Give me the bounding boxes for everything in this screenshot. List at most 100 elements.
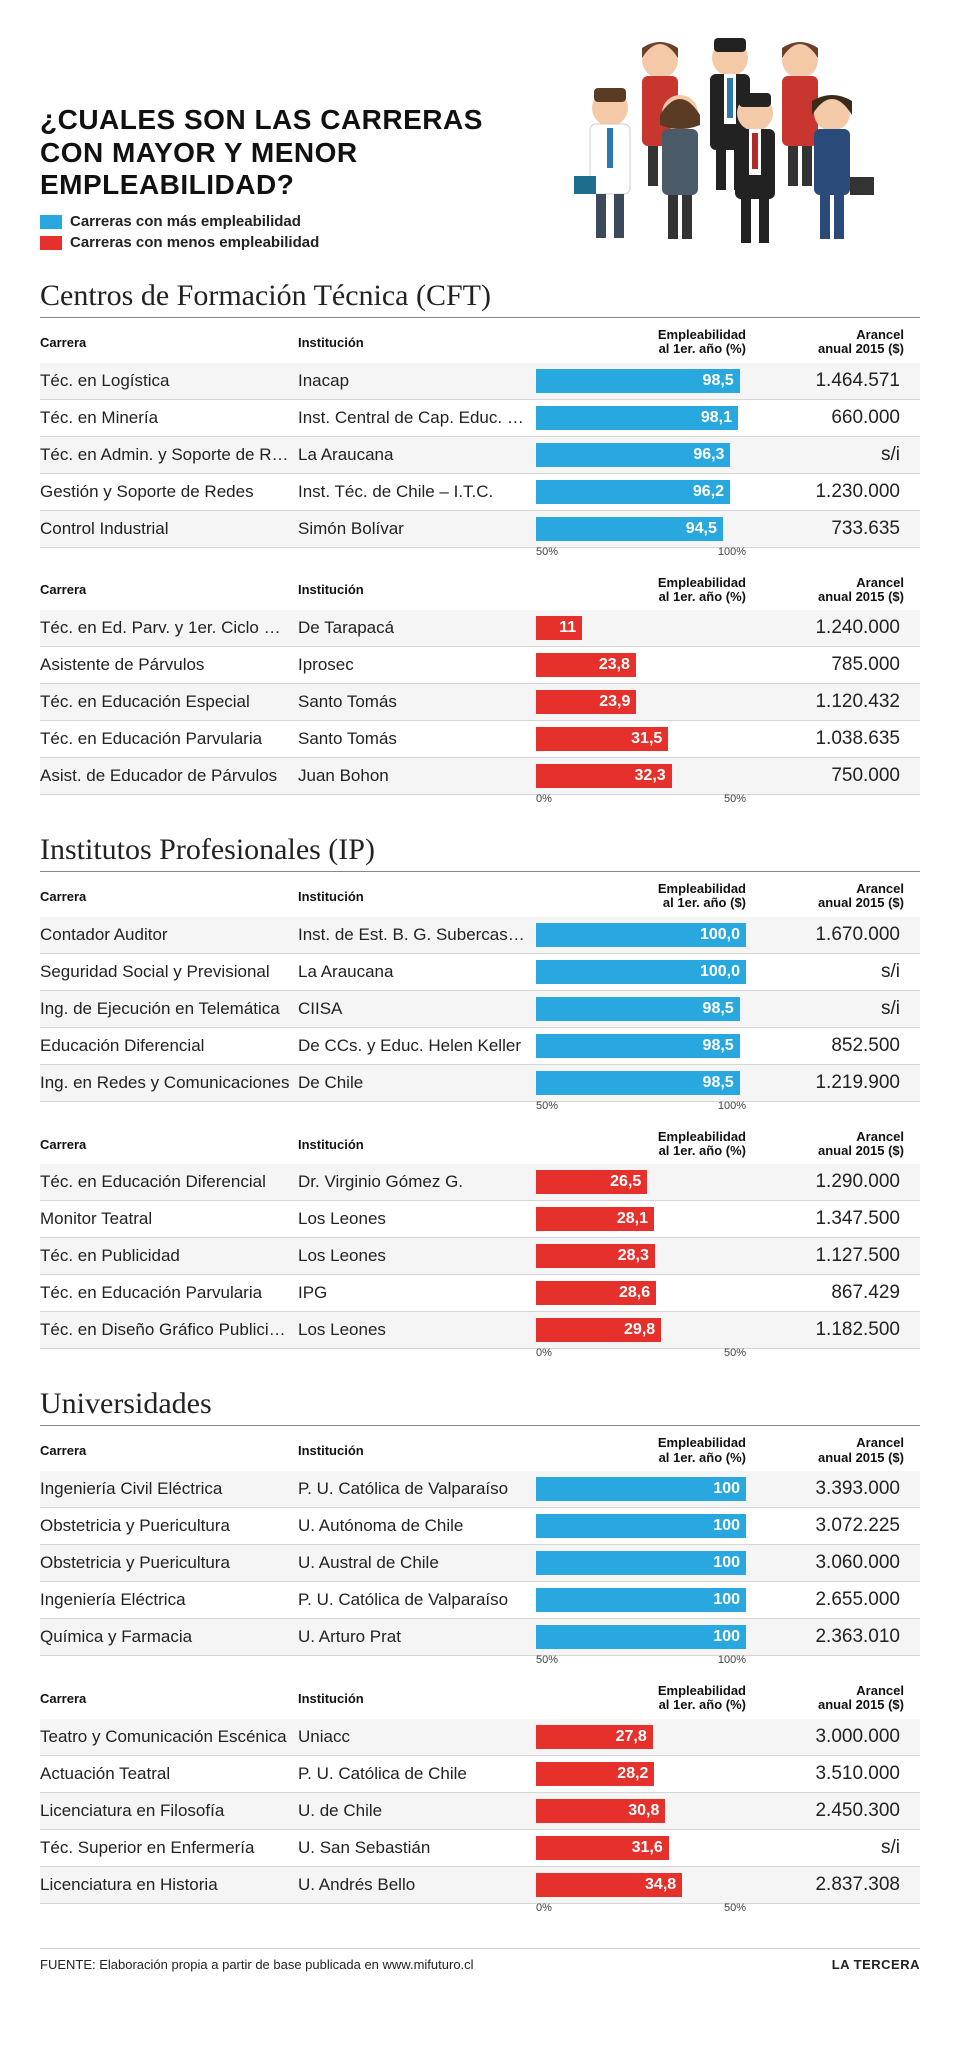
emp-bar: 98,1	[536, 406, 738, 430]
cell-arancel: 1.347.500	[754, 1208, 904, 1230]
axis: 0%50%	[536, 793, 746, 809]
axis-row: 50%100%	[40, 1102, 920, 1116]
table-body: Téc. en Ed. Parv. y 1er. Ciclo BásicoDe …	[40, 610, 920, 795]
section: UniversidadesCarreraInstituciónEmpleabil…	[40, 1387, 920, 1917]
cell-arancel: 1.230.000	[754, 481, 904, 503]
table-row: Téc. en Admin. y Soporte de RedesLa Arau…	[40, 437, 920, 474]
axis-tick: 0%	[536, 793, 552, 805]
cell-institucion: Santo Tomás	[298, 729, 528, 749]
cell-arancel: 1.038.635	[754, 728, 904, 750]
emp-bar: 31,6	[536, 1836, 669, 1860]
th-arancel: Arancelanual 2015 ($)	[754, 1684, 904, 1713]
cell-carrera: Ingeniería Eléctrica	[40, 1590, 290, 1610]
emp-bar: 100,0	[536, 960, 746, 984]
table-row: Contador Auditor Inst. de Est. B. G. Sube…	[40, 917, 920, 954]
section: Institutos Profesionales (IP)CarreraInst…	[40, 833, 920, 1363]
th-arancel: Arancelanual 2015 ($)	[754, 576, 904, 605]
emp-bar: 98,5	[536, 997, 740, 1021]
cell-carrera: Ing. de Ejecución en Telemática	[40, 999, 290, 1019]
cell-arancel: 3.000.000	[754, 1726, 904, 1748]
axis: 50%100%	[536, 1100, 746, 1116]
table-row: Monitor TeatralLos Leones28,11.347.500	[40, 1201, 920, 1238]
cell-institucion: Uniacc	[298, 1727, 528, 1747]
table-row: Téc. en Educación ParvulariaIPG28,6867.4…	[40, 1275, 920, 1312]
cell-bar: 23,9	[536, 690, 746, 714]
cell-bar: 98,5	[536, 1034, 746, 1058]
cell-bar: 28,6	[536, 1281, 746, 1305]
cell-institucion: CIISA	[298, 999, 528, 1019]
cell-arancel: 1.240.000	[754, 617, 904, 639]
cell-carrera: Gestión y Soporte de Redes	[40, 482, 290, 502]
cell-carrera: Teatro y Comunicación Escénica	[40, 1727, 290, 1747]
axis-tick: 50%	[536, 546, 558, 558]
cell-arancel: 852.500	[754, 1035, 904, 1057]
cell-arancel: 785.000	[754, 654, 904, 676]
table-head: CarreraInstituciónEmpleabilidadal 1er. a…	[40, 1680, 920, 1719]
title-line-2: CON MAYOR Y MENOR EMPLEABILIDAD?	[40, 137, 560, 201]
cell-carrera: Téc. en Logística	[40, 371, 290, 391]
table-row: Téc. Superior en EnfermeríaU. San Sebast…	[40, 1830, 920, 1867]
table-head: CarreraInstituciónEmpleabilidadal 1er. a…	[40, 878, 920, 917]
axis-tick: 50%	[724, 1347, 746, 1359]
cell-carrera: Actuación Teatral	[40, 1764, 290, 1784]
title-line-1: ¿CUALES SON LAS CARRERAS	[40, 104, 560, 136]
th-institucion: Institución	[298, 1691, 528, 1706]
table-head: CarreraInstituciónEmpleabilidadal 1er. a…	[40, 572, 920, 611]
emp-bar: 23,9	[536, 690, 636, 714]
cell-institucion: Los Leones	[298, 1246, 528, 1266]
th-institucion: Institución	[298, 1443, 528, 1458]
cell-bar: 100,0	[536, 923, 746, 947]
table-row: Licenciatura en HistoriaU. Andrés Bello3…	[40, 1867, 920, 1904]
cell-institucion: IPG	[298, 1283, 528, 1303]
axis-tick: 0%	[536, 1902, 552, 1914]
cell-institucion: Inacap	[298, 371, 528, 391]
table-row: Teatro y Comunicación EscénicaUniacc27,8…	[40, 1719, 920, 1756]
th-carrera: Carrera	[40, 582, 290, 597]
table-row: Téc. en MineríaInst. Central de Cap. Edu…	[40, 400, 920, 437]
th-arancel: Arancelanual 2015 ($)	[754, 1130, 904, 1159]
cell-institucion: P. U. Católica de Valparaíso	[298, 1590, 528, 1610]
cell-arancel: 1.670.000	[754, 924, 904, 946]
cell-bar: 34,8	[536, 1873, 746, 1897]
th-carrera: Carrera	[40, 1137, 290, 1152]
table-row: Educación DiferencialDe CCs. y Educ. Hel…	[40, 1028, 920, 1065]
cell-arancel: 1.127.500	[754, 1245, 904, 1267]
table-head: CarreraInstituciónEmpleabilidadal 1er. a…	[40, 1432, 920, 1471]
table-head: CarreraInstituciónEmpleabilidadal 1er. a…	[40, 1126, 920, 1165]
th-carrera: Carrera	[40, 1443, 290, 1458]
cell-carrera: Téc. en Diseño Gráfico Publicitario	[40, 1320, 290, 1340]
emp-bar: 26,5	[536, 1170, 647, 1194]
cell-bar: 94,5	[536, 517, 746, 541]
cell-institucion: Inst. Téc. de Chile – I.T.C.	[298, 482, 528, 502]
emp-bar: 28,2	[536, 1762, 654, 1786]
cell-arancel: 3.393.000	[754, 1478, 904, 1500]
cell-bar: 98,5	[536, 1071, 746, 1095]
cell-institucion: Inst. de Est. B. G. Subercaseaux	[298, 925, 528, 945]
axis-row: 0%50%	[40, 795, 920, 809]
table-head: CarreraInstituciónEmpleabilidadal 1er. a…	[40, 324, 920, 363]
cell-bar: 26,5	[536, 1170, 746, 1194]
th-institucion: Institución	[298, 335, 528, 350]
cell-bar: 98,1	[536, 406, 746, 430]
emp-bar: 34,8	[536, 1873, 682, 1897]
footer-source: FUENTE: Elaboración propia a partir de b…	[40, 1957, 474, 1972]
cell-arancel: 2.450.300	[754, 1800, 904, 1822]
section-title: Centros de Formación Técnica (CFT)	[40, 279, 920, 318]
th-empleabilidad: Empleabilidadal 1er. año (%)	[536, 1130, 746, 1159]
header: ¿CUALES SON LAS CARRERAS CON MAYOR Y MEN…	[40, 30, 920, 255]
emp-bar: 96,3	[536, 443, 730, 467]
table-row: Téc. en Educación EspecialSanto Tomás23,…	[40, 684, 920, 721]
th-empleabilidad: Empleabilidadal 1er. año (%)	[536, 328, 746, 357]
cell-bar: 98,5	[536, 997, 746, 1021]
cell-carrera: Contador Auditor	[40, 925, 290, 945]
emp-bar: 100,0	[536, 923, 746, 947]
cell-institucion: Los Leones	[298, 1209, 528, 1229]
cell-arancel: s/i	[754, 1837, 904, 1859]
emp-bar: 29,8	[536, 1318, 661, 1342]
table-body: Téc. en LogísticaInacap98,51.464.571Téc.…	[40, 363, 920, 548]
cell-arancel: 1.464.571	[754, 370, 904, 392]
axis-row: 50%100%	[40, 548, 920, 562]
cell-bar: 11	[536, 616, 746, 640]
emp-bar: 28,6	[536, 1281, 656, 1305]
axis: 50%100%	[536, 1654, 746, 1670]
